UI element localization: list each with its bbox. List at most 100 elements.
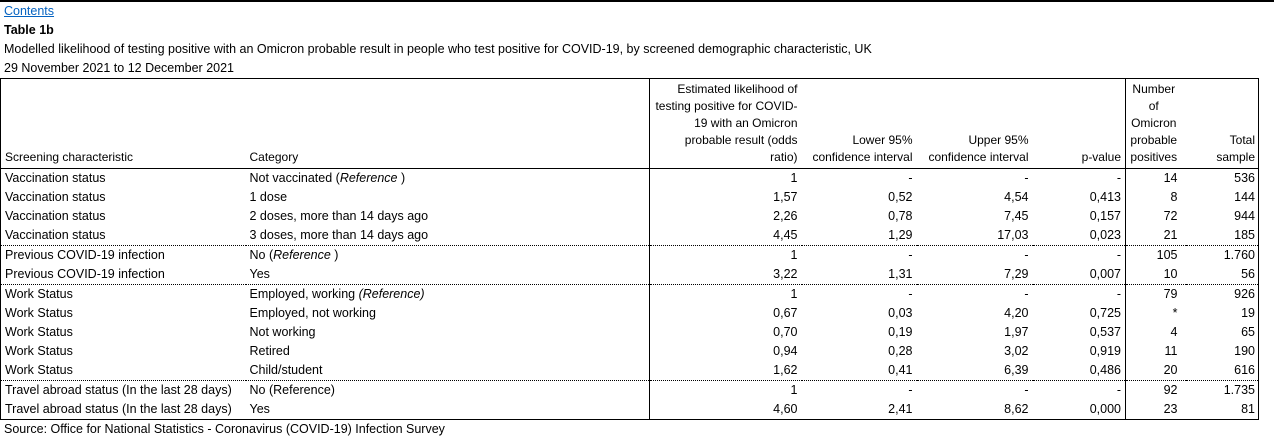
cell-p-value[interactable]: 0,000 bbox=[1032, 400, 1126, 420]
cell-total-sample[interactable]: 144 bbox=[1234, 190, 1255, 204]
cell-lower-ci[interactable]: 1,29 bbox=[801, 226, 917, 246]
cell-lower-ci[interactable]: - bbox=[908, 383, 913, 397]
cell-total-sample[interactable]: 185 bbox=[1185, 226, 1259, 246]
cell-p-value[interactable]: - bbox=[1032, 168, 1126, 188]
cell-p-value[interactable]: - bbox=[1032, 245, 1126, 265]
cell-lower-ci[interactable]: 0,28 bbox=[888, 344, 913, 358]
cell-p-value[interactable]: 0,486 bbox=[1032, 361, 1126, 381]
cell-lower-ci[interactable]: 0,41 bbox=[801, 361, 917, 381]
cell-upper-ci[interactable]: 7,29 bbox=[916, 265, 1033, 285]
cell-category[interactable]: 1 dose bbox=[245, 188, 650, 207]
cell-positives[interactable]: 21 bbox=[1125, 226, 1186, 246]
cell-characteristic[interactable]: Previous COVID-19 infection bbox=[5, 248, 165, 262]
cell-positives[interactable]: 72 bbox=[1163, 209, 1178, 223]
cell-upper-ci[interactable]: - bbox=[1024, 171, 1029, 185]
cell-total-sample[interactable]: 56 bbox=[1185, 265, 1259, 285]
cell-upper-ci[interactable]: 4,54 bbox=[1004, 190, 1029, 204]
cell-positives[interactable]: 14 bbox=[1163, 171, 1178, 185]
cell-upper-ci[interactable]: 17,03 bbox=[916, 226, 1033, 246]
cell-characteristic[interactable]: Travel abroad status (In the last 28 day… bbox=[5, 402, 232, 416]
col-header-upper-ci[interactable]: Upper 95% confidence interval bbox=[916, 78, 1033, 169]
cell-p-value[interactable]: 0,157 bbox=[1032, 207, 1126, 226]
cell-characteristic[interactable]: Vaccination status bbox=[5, 171, 106, 185]
cell-positives[interactable]: 92 bbox=[1163, 383, 1178, 397]
cell-positives[interactable]: 11 bbox=[1164, 344, 1178, 358]
cell-odds-ratio[interactable]: 0,94 bbox=[773, 344, 798, 358]
cell-upper-ci[interactable]: 1,97 bbox=[1004, 325, 1029, 339]
cell-total-sample[interactable]: 616 bbox=[1185, 361, 1259, 381]
cell-category[interactable]: Employed, working (Reference) bbox=[245, 284, 650, 304]
cell-positives[interactable]: 23 bbox=[1163, 402, 1178, 416]
cell-total-sample[interactable]: 81 bbox=[1241, 402, 1255, 416]
col-header-total-sample[interactable]: Total sample bbox=[1185, 78, 1259, 169]
cell-odds-ratio[interactable]: 3,22 bbox=[649, 265, 802, 285]
col-header-category[interactable]: Category bbox=[245, 78, 650, 169]
col-header-lower-ci[interactable]: Lower 95% confidence interval bbox=[801, 78, 917, 169]
cell-category[interactable]: 2 doses, more than 14 days ago bbox=[245, 207, 650, 226]
cell-odds-ratio[interactable]: 4,45 bbox=[649, 226, 802, 246]
cell-odds-ratio[interactable]: 1 bbox=[790, 287, 798, 301]
cell-upper-ci[interactable]: 3,02 bbox=[1004, 344, 1029, 358]
cell-odds-ratio[interactable]: 4,60 bbox=[773, 402, 798, 416]
cell-odds-ratio[interactable]: 1 bbox=[790, 248, 798, 262]
cell-odds-ratio[interactable]: 0,70 bbox=[773, 325, 798, 339]
col-header-screening-characteristic[interactable]: Screening characteristic bbox=[0, 78, 246, 169]
cell-total-sample[interactable]: 926 bbox=[1234, 287, 1255, 301]
cell-lower-ci[interactable]: 0,52 bbox=[888, 190, 913, 204]
cell-category[interactable]: Child/student bbox=[245, 361, 650, 381]
col-header-positives[interactable]: Number of Omicron probable positives bbox=[1125, 78, 1186, 169]
cell-upper-ci[interactable]: - bbox=[1024, 287, 1029, 301]
cell-characteristic[interactable]: Work Status bbox=[5, 287, 73, 301]
cell-positives[interactable]: 105 bbox=[1156, 248, 1178, 262]
cell-total-sample[interactable]: 944 bbox=[1234, 209, 1255, 223]
cell-category[interactable]: Employed, not working bbox=[245, 304, 650, 323]
cell-total-sample[interactable]: 1.735 bbox=[1223, 383, 1255, 397]
cell-category[interactable]: Yes bbox=[245, 400, 650, 420]
cell-category[interactable]: No (Reference) bbox=[245, 380, 650, 400]
cell-odds-ratio[interactable]: 1,57 bbox=[773, 190, 798, 204]
cell-characteristic[interactable]: Work Status bbox=[5, 344, 73, 358]
cell-odds-ratio[interactable]: 0,67 bbox=[773, 306, 798, 320]
cell-odds-ratio[interactable]: 1 bbox=[790, 171, 798, 185]
cell-category[interactable]: Not working bbox=[245, 323, 650, 342]
cell-p-value[interactable]: 0,537 bbox=[1032, 323, 1126, 342]
cell-positives[interactable]: * bbox=[1172, 306, 1178, 320]
cell-upper-ci[interactable]: 7,45 bbox=[1004, 209, 1029, 223]
cell-characteristic[interactable]: Vaccination status bbox=[5, 190, 106, 204]
cell-p-value[interactable]: 0,919 bbox=[1032, 342, 1126, 361]
cell-odds-ratio[interactable]: 1 bbox=[790, 383, 798, 397]
cell-characteristic[interactable]: Work Status bbox=[5, 306, 73, 320]
cell-lower-ci[interactable]: 1,31 bbox=[801, 265, 917, 285]
col-header-odds-ratio[interactable]: Estimated likelihood of testing positive… bbox=[649, 78, 802, 169]
cell-upper-ci[interactable]: 4,20 bbox=[1004, 306, 1029, 320]
cell-upper-ci[interactable]: 6,39 bbox=[916, 361, 1033, 381]
cell-lower-ci[interactable]: 2,41 bbox=[888, 402, 913, 416]
cell-p-value[interactable]: 0,413 bbox=[1032, 188, 1126, 207]
cell-category[interactable]: Not vaccinated (Reference ) bbox=[245, 168, 650, 188]
cell-upper-ci[interactable]: 8,62 bbox=[1004, 402, 1029, 416]
cell-lower-ci[interactable]: 0,78 bbox=[888, 209, 913, 223]
cell-upper-ci[interactable]: - bbox=[1024, 248, 1029, 262]
cell-characteristic[interactable]: Vaccination status bbox=[5, 209, 106, 223]
cell-upper-ci[interactable]: - bbox=[1024, 383, 1029, 397]
cell-lower-ci[interactable]: 0,19 bbox=[888, 325, 913, 339]
cell-total-sample[interactable]: 190 bbox=[1234, 344, 1255, 358]
cell-total-sample[interactable]: 65 bbox=[1241, 325, 1255, 339]
cell-characteristic[interactable]: Previous COVID-19 infection bbox=[0, 265, 246, 285]
cell-lower-ci[interactable]: - bbox=[908, 248, 913, 262]
col-header-p-value[interactable]: p-value bbox=[1032, 78, 1126, 169]
cell-p-value[interactable]: 0,725 bbox=[1032, 304, 1126, 323]
cell-p-value[interactable]: 0,007 bbox=[1032, 265, 1126, 285]
cell-positives[interactable]: 79 bbox=[1163, 287, 1178, 301]
cell-odds-ratio[interactable]: 2,26 bbox=[773, 209, 798, 223]
cell-positives[interactable]: 8 bbox=[1170, 190, 1178, 204]
cell-total-sample[interactable]: 1.760 bbox=[1223, 248, 1255, 262]
cell-characteristic[interactable]: Travel abroad status (In the last 28 day… bbox=[5, 383, 232, 397]
cell-p-value[interactable]: 0,023 bbox=[1032, 226, 1126, 246]
cell-total-sample[interactable]: 536 bbox=[1234, 171, 1255, 185]
cell-p-value[interactable]: - bbox=[1032, 284, 1126, 304]
cell-category[interactable]: No (Reference ) bbox=[245, 245, 650, 265]
cell-positives[interactable]: 20 bbox=[1125, 361, 1186, 381]
cell-lower-ci[interactable]: 0,03 bbox=[888, 306, 913, 320]
cell-lower-ci[interactable]: - bbox=[908, 171, 913, 185]
